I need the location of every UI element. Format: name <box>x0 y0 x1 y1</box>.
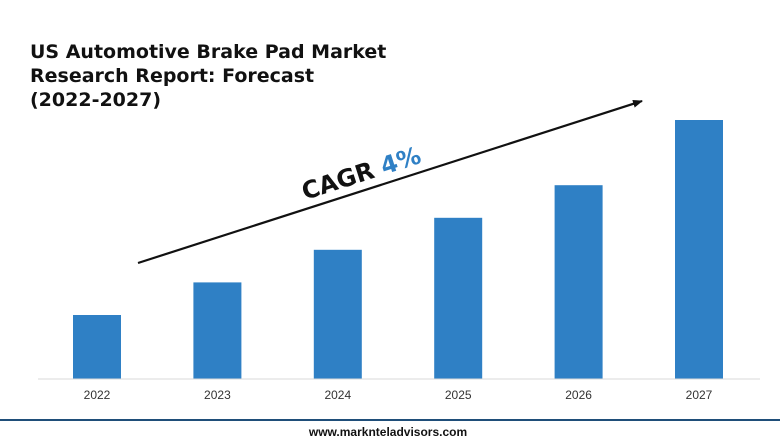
trend-arrow <box>137 99 643 265</box>
x-tick-label-2023: 2023 <box>204 388 231 402</box>
x-tick-label-2025: 2025 <box>445 388 472 402</box>
bars-group <box>73 120 723 379</box>
x-tick-label-2026: 2026 <box>565 388 592 402</box>
bar-2023 <box>193 282 242 379</box>
bar-2027 <box>675 120 723 379</box>
x-tick-label-2027: 2027 <box>686 388 713 402</box>
bar-2024 <box>313 249 362 379</box>
bar-2025 <box>434 217 483 379</box>
cagr-annotation: CAGR 4% <box>298 141 424 205</box>
footer-website[interactable]: www.marknteladvisors.com <box>308 425 467 439</box>
chart-title-line-3: (2022-2027) <box>30 89 161 111</box>
bar-2022 <box>73 315 121 379</box>
cagr-value: 4% <box>377 141 424 180</box>
bar-2026 <box>554 185 603 379</box>
x-tick-label-2022: 2022 <box>84 388 111 402</box>
chart-title-line-1: US Automotive Brake Pad Market <box>30 41 386 63</box>
x-tick-label-2024: 2024 <box>324 388 351 402</box>
x-axis-ticks: 2022 2023 2024 2025 2026 2027 <box>84 388 713 402</box>
cagr-text: CAGR 4% <box>298 141 424 205</box>
chart-title-line-2: Research Report: Forecast <box>30 65 314 87</box>
